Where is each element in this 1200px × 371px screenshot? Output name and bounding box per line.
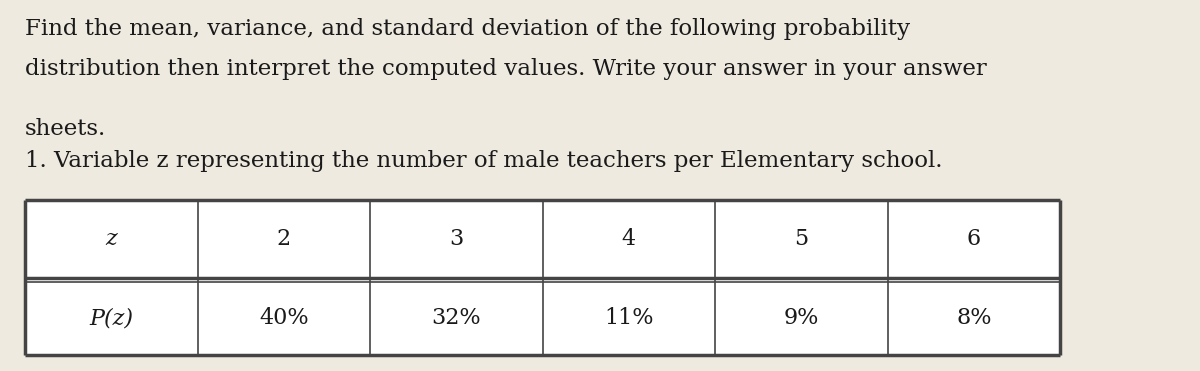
Text: 32%: 32%: [432, 307, 481, 329]
Text: 1. Variable z representing the number of male teachers per Elementary school.: 1. Variable z representing the number of…: [25, 150, 942, 172]
Text: 4: 4: [622, 228, 636, 250]
Text: 2: 2: [277, 228, 290, 250]
Text: 9%: 9%: [784, 307, 818, 329]
Text: sheets.: sheets.: [25, 118, 107, 140]
Text: 6: 6: [967, 228, 980, 250]
Text: z: z: [106, 228, 118, 250]
Text: 8%: 8%: [956, 307, 991, 329]
Text: P(z): P(z): [89, 307, 133, 329]
Text: Find the mean, variance, and standard deviation of the following probability: Find the mean, variance, and standard de…: [25, 18, 910, 40]
Text: 11%: 11%: [604, 307, 654, 329]
Text: 3: 3: [449, 228, 463, 250]
Text: 5: 5: [794, 228, 809, 250]
Bar: [25, 200, 1060, 355]
Text: distribution then interpret the computed values. Write your answer in your answe: distribution then interpret the computed…: [25, 58, 986, 80]
Text: 40%: 40%: [259, 307, 308, 329]
